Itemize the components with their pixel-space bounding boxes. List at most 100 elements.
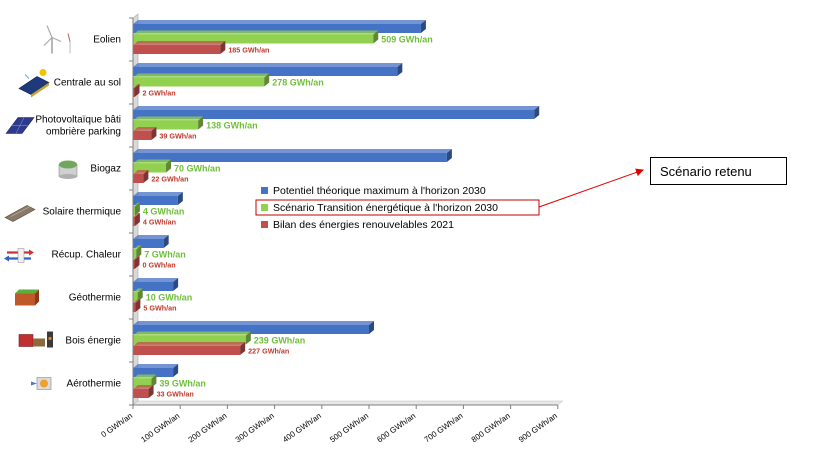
bar-end-face bbox=[173, 364, 179, 377]
value-label-2-5: 0 GWh/an bbox=[143, 261, 176, 270]
bar-end-face bbox=[397, 63, 403, 76]
bar-front bbox=[133, 282, 174, 291]
bar-1-3 bbox=[133, 159, 172, 173]
bar-front bbox=[133, 110, 535, 119]
biogas-tank-icon bbox=[58, 160, 78, 179]
category-label-8: Aérothermie bbox=[67, 379, 122, 390]
bar-end-face bbox=[134, 256, 140, 269]
category-icons-group bbox=[4, 25, 78, 390]
bar-end-face bbox=[373, 30, 379, 44]
bar-end-face bbox=[420, 20, 426, 33]
bar-front bbox=[133, 153, 447, 162]
bar-2-8 bbox=[133, 385, 154, 398]
bar-end-face bbox=[240, 342, 246, 355]
solar-farm-icon bbox=[18, 69, 50, 98]
category-label-7: Bois énergie bbox=[65, 336, 121, 347]
bar-front bbox=[133, 163, 167, 173]
category-label-1: Centrale au sol bbox=[54, 78, 121, 89]
value-label-1-4: 4 GWh/an bbox=[143, 207, 185, 217]
bar-top-face bbox=[133, 116, 204, 121]
bar-end-face bbox=[148, 385, 154, 398]
value-label-2-4: 4 GWh/an bbox=[143, 218, 176, 227]
bar-0-7 bbox=[133, 321, 374, 334]
bar-top-face bbox=[133, 41, 226, 45]
solar-panel-icon bbox=[5, 117, 35, 134]
heat-exchanger-icon bbox=[4, 248, 34, 263]
value-label-2-7: 227 GWh/an bbox=[248, 347, 289, 356]
category-label-6: Géothermie bbox=[69, 293, 122, 304]
bar-end-face bbox=[198, 116, 204, 130]
value-label-1-3: 70 GWh/an bbox=[174, 164, 221, 174]
bar-end-face bbox=[446, 149, 452, 162]
value-label-1-5: 7 GWh/an bbox=[144, 250, 186, 260]
bar-top-face bbox=[133, 213, 140, 217]
bar-front bbox=[133, 303, 136, 312]
bar-top-face bbox=[133, 73, 270, 78]
bar-front bbox=[133, 368, 174, 377]
wood-stove-icon bbox=[18, 331, 53, 348]
bar-end-face bbox=[151, 127, 157, 140]
bar-top-face bbox=[133, 63, 403, 67]
bar-top-face bbox=[133, 127, 157, 131]
bar-top-face bbox=[133, 321, 374, 325]
bar-front bbox=[133, 217, 135, 226]
value-label-1-8: 39 GWh/an bbox=[159, 379, 206, 389]
value-label-1-0: 509 GWh/an bbox=[381, 35, 433, 45]
bar-front bbox=[133, 378, 152, 388]
bar-top-face bbox=[133, 331, 251, 336]
value-label-1-6: 10 GWh/an bbox=[146, 293, 193, 303]
bar-front bbox=[133, 335, 246, 345]
category-label-4: Solaire thermique bbox=[43, 207, 122, 218]
legend-label-2: Bilan des énergies renouvelables 2021 bbox=[273, 219, 454, 231]
value-labels-group: 509 GWh/an 185 GWh/an 278 GWh/an 2 GWh/an 13… bbox=[143, 35, 433, 399]
category-label-0: Eolien bbox=[93, 35, 121, 46]
bar-end-face bbox=[173, 278, 179, 291]
wind-turbine-icon bbox=[43, 25, 71, 54]
bar-end-face bbox=[134, 84, 140, 97]
bar-top-face bbox=[133, 202, 140, 207]
x-tick-label-4: 400 GWh/an bbox=[281, 411, 323, 444]
bar-front bbox=[133, 325, 369, 334]
legend: Potentiel théorique maximum à l'horizon … bbox=[255, 185, 540, 231]
callout-box: Scénario retenu bbox=[650, 157, 787, 185]
plot-floor bbox=[132, 400, 564, 406]
bar-1-8 bbox=[133, 374, 157, 388]
legend-label-1: Scénario Transition énergétique à l'hori… bbox=[273, 202, 498, 214]
bar-top-face bbox=[133, 106, 540, 110]
bar-end-face bbox=[163, 235, 169, 248]
bar-top-face bbox=[133, 256, 140, 260]
bar-front bbox=[133, 131, 152, 140]
bar-end-face bbox=[220, 41, 226, 54]
bar-0-5 bbox=[133, 235, 169, 248]
value-label-2-0: 185 GWh/an bbox=[228, 46, 269, 55]
bar-end-face bbox=[137, 288, 143, 302]
bar-top-face bbox=[133, 192, 183, 196]
bar-front bbox=[133, 45, 221, 54]
bar-top-face bbox=[133, 235, 169, 239]
bar-top-face bbox=[133, 170, 149, 174]
bar-front bbox=[133, 174, 144, 183]
bar-end-face bbox=[136, 245, 142, 259]
bar-front bbox=[133, 389, 149, 398]
bar-0-6 bbox=[133, 278, 179, 291]
bar-0-0 bbox=[133, 20, 426, 33]
bar-top-face bbox=[133, 385, 154, 389]
bar-2-6 bbox=[133, 299, 141, 312]
bar-front bbox=[133, 292, 138, 302]
heat-pump-icon bbox=[31, 377, 52, 390]
legend-swatch-1 bbox=[261, 204, 268, 211]
bar-1-6 bbox=[133, 288, 143, 302]
bar-top-face bbox=[133, 149, 452, 153]
bar-top-face bbox=[133, 342, 246, 346]
solar-thermal-panel-icon bbox=[4, 205, 36, 222]
bar-front bbox=[133, 24, 421, 33]
category-label-5: Récup. Chaleur bbox=[52, 250, 122, 261]
bar-front bbox=[133, 34, 374, 44]
x-tick-label-7: 700 GWh/an bbox=[423, 411, 465, 444]
bar-end-face bbox=[166, 159, 172, 173]
bar-top-face bbox=[133, 278, 179, 282]
bar-front bbox=[133, 67, 398, 76]
legend-label-0: Potentiel théorique maximum à l'horizon … bbox=[273, 185, 486, 197]
value-label-2-2: 39 GWh/an bbox=[159, 132, 196, 141]
